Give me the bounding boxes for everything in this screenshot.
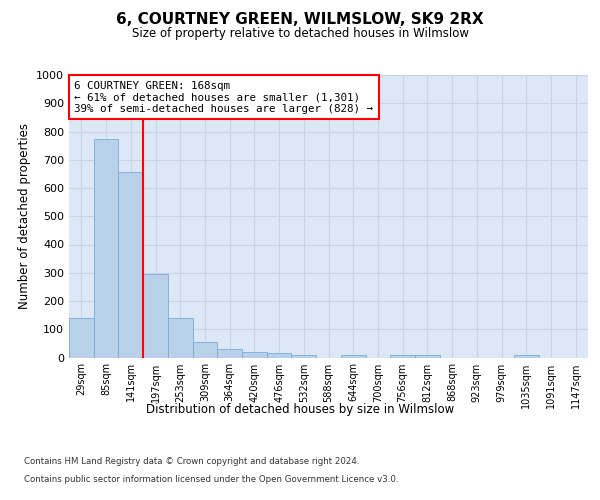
Bar [118,172,143,358]
Text: Size of property relative to detached houses in Wilmslow: Size of property relative to detached ho… [131,28,469,40]
Bar [415,355,440,358]
Text: 6 COURTNEY GREEN: 168sqm
← 61% of detached houses are smaller (1,301)
39% of sem: 6 COURTNEY GREEN: 168sqm ← 61% of detach… [74,80,373,114]
Bar [292,355,316,358]
Bar [390,354,415,358]
Text: Contains HM Land Registry data © Crown copyright and database right 2024.: Contains HM Land Registry data © Crown c… [24,458,359,466]
Bar [168,318,193,358]
Text: 6, COURTNEY GREEN, WILMSLOW, SK9 2RX: 6, COURTNEY GREEN, WILMSLOW, SK9 2RX [116,12,484,28]
Bar [94,138,118,358]
Y-axis label: Number of detached properties: Number of detached properties [17,123,31,309]
Bar [143,274,168,357]
Bar [341,354,365,358]
Bar [217,349,242,358]
Bar [514,354,539,358]
Text: Contains public sector information licensed under the Open Government Licence v3: Contains public sector information licen… [24,475,398,484]
Bar [193,342,217,357]
Bar [69,318,94,358]
Bar [242,352,267,358]
Text: Distribution of detached houses by size in Wilmslow: Distribution of detached houses by size … [146,402,454,415]
Bar [267,354,292,358]
